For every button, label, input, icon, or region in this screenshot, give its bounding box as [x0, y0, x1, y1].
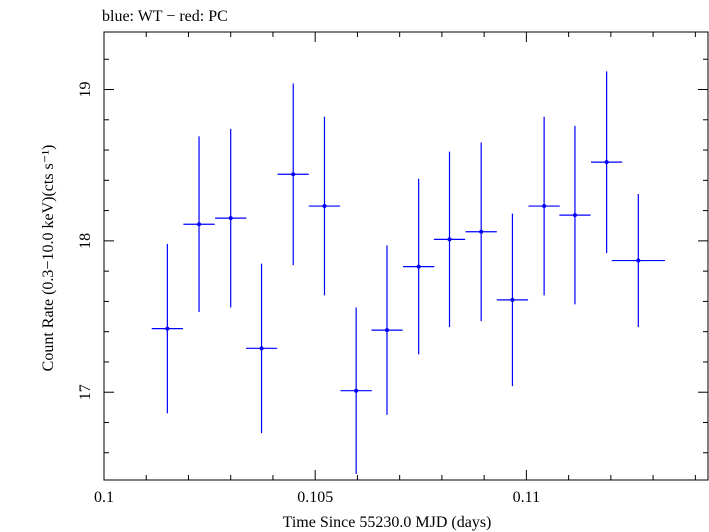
y-tick-label: 19 — [77, 82, 94, 98]
point-marker — [322, 204, 327, 209]
data-point — [528, 116, 560, 296]
point-marker — [572, 213, 577, 218]
point-marker — [479, 229, 484, 234]
point-marker — [510, 297, 515, 302]
data-point — [183, 136, 215, 312]
axis-ticks — [103, 32, 708, 480]
point-marker — [165, 326, 170, 331]
y-tick-label: 18 — [77, 233, 94, 249]
point-marker — [228, 216, 233, 221]
point-marker — [291, 172, 296, 177]
data-point — [215, 128, 247, 308]
data-point — [308, 116, 341, 296]
header-legend-text: blue: WT − red: PC — [102, 8, 228, 25]
x-tick-label: 0.105 — [297, 489, 333, 506]
data-point — [371, 245, 403, 415]
data-point — [559, 125, 591, 305]
data-point — [403, 178, 435, 355]
point-marker — [384, 328, 389, 333]
point-marker — [416, 264, 421, 269]
data-point — [151, 243, 183, 414]
point-marker — [636, 258, 641, 263]
point-marker — [542, 204, 547, 209]
data-points — [151, 71, 665, 474]
point-marker — [604, 160, 609, 165]
axis-tick-labels: 0.1 0.105 0.11 17 18 19 — [77, 82, 540, 506]
plot-frame — [103, 31, 709, 481]
point-marker — [354, 388, 359, 393]
y-axis-label: Count Rate (0.3−10.0 keV)(cts s⁻¹) — [40, 145, 57, 372]
data-point — [340, 307, 372, 474]
data-point — [496, 213, 529, 387]
point-marker — [259, 346, 264, 351]
point-marker — [447, 237, 452, 242]
point-marker — [197, 222, 202, 227]
data-point — [465, 142, 497, 322]
y-tick-label: 17 — [77, 384, 94, 400]
x-tick-label: 0.11 — [513, 489, 540, 506]
x-tick-label: 0.1 — [94, 489, 114, 506]
data-point — [611, 193, 665, 328]
data-point — [433, 151, 466, 328]
x-axis-label: Time Since 55230.0 MJD (days) — [283, 514, 492, 531]
data-point — [245, 263, 278, 434]
data-point — [591, 71, 623, 253]
data-point — [277, 83, 309, 266]
